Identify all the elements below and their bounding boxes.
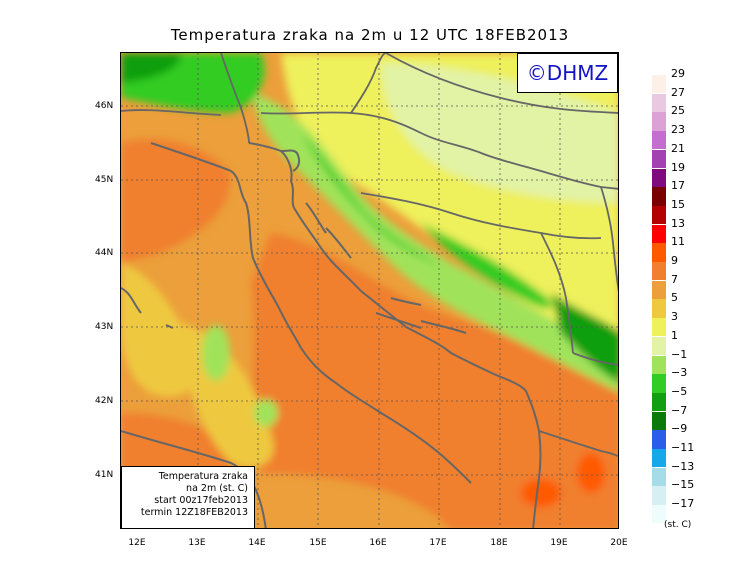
temp-zone-5-italy xyxy=(121,263,194,397)
legend-swatch xyxy=(652,392,666,412)
lat-label-46n: 46N xyxy=(95,101,114,111)
legend-unit: (st. C) xyxy=(664,520,692,530)
legend-swatch xyxy=(652,93,666,113)
legend-swatch xyxy=(652,224,666,243)
info-line-1: Temperatura zraka xyxy=(158,471,248,482)
legend-swatch xyxy=(652,243,666,262)
legend-label: 5 xyxy=(671,291,678,305)
legend-label: 11 xyxy=(671,235,685,249)
lat-label-43n: 43N xyxy=(95,322,114,332)
map-title: Temperatura zraka na 2m u 12 UTC 18FEB20… xyxy=(170,26,570,44)
legend-swatch xyxy=(652,131,666,150)
temp-zone-9-northwest xyxy=(121,139,231,263)
legend-label: 17 xyxy=(671,179,685,193)
legend-swatch xyxy=(652,112,666,131)
legend-label: 13 xyxy=(671,216,685,230)
lat-label-42n: 42N xyxy=(95,396,114,406)
legend-label: 9 xyxy=(671,254,678,267)
lat-label-41n: 41N xyxy=(95,470,114,480)
legend-label: 15 xyxy=(671,197,685,211)
legend-label: −15 xyxy=(671,478,695,492)
legend-label: −5 xyxy=(671,384,688,398)
legend-label: 23 xyxy=(671,123,685,137)
info-box: Temperatura zraka na 2m (st. C) start 00… xyxy=(121,466,255,529)
legend-label: 19 xyxy=(671,160,685,174)
legend-label: −3 xyxy=(671,366,688,380)
legend-label: 3 xyxy=(671,310,678,324)
legend-label: 21 xyxy=(671,141,685,155)
legend-swatch xyxy=(652,486,666,505)
temp-zone-minus1-apennines-south xyxy=(254,399,278,427)
lon-label-19e: 19E xyxy=(550,538,568,548)
temp-zone-minus1-dinarides xyxy=(251,93,618,392)
dhmz-badge: ©DHMZ xyxy=(517,53,618,93)
legend-label: −1 xyxy=(671,347,688,361)
lon-label-17e: 17E xyxy=(429,538,447,548)
info-line-2: na 2m (st. C) xyxy=(186,483,248,494)
lon-label-13e: 13E xyxy=(188,538,206,548)
temp-zone-minus1-apennines xyxy=(202,325,230,381)
legend-label: 29 xyxy=(671,67,685,80)
legend-swatch xyxy=(652,467,666,487)
legend-swatch xyxy=(652,318,666,337)
legend-swatch xyxy=(652,299,666,318)
temperature-field xyxy=(121,53,618,528)
legend-label: −9 xyxy=(671,422,688,436)
info-line-3: start 00z17feb2013 xyxy=(154,495,248,506)
legend-label: −11 xyxy=(671,441,695,454)
legend-swatch xyxy=(652,280,666,300)
lat-label-45n: 45N xyxy=(95,175,114,185)
legend-swatch xyxy=(652,205,666,225)
lon-label-15e: 15E xyxy=(309,538,327,548)
legend-swatch xyxy=(652,449,666,468)
coastline xyxy=(121,142,542,528)
temp-zone-9-sea xyxy=(251,233,618,528)
info-line-4: termin 12Z18FEB2013 xyxy=(140,507,248,518)
legend-label: 25 xyxy=(671,104,685,118)
legend-swatch xyxy=(652,355,666,374)
temperature-map xyxy=(120,52,619,529)
legend-swatch xyxy=(652,262,666,281)
legend-label: −7 xyxy=(671,403,688,417)
lon-label-20e: 20E xyxy=(610,538,628,548)
lat-label-44n: 44N xyxy=(95,248,114,258)
lon-label-14e: 14E xyxy=(248,538,266,548)
temp-zone-11-southeast xyxy=(577,453,605,493)
legend-label: −17 xyxy=(671,497,695,511)
temp-zone-11-albania xyxy=(521,479,561,507)
legend-label: 1 xyxy=(671,328,678,342)
lon-label-12e: 12E xyxy=(128,538,146,548)
legend-label: 27 xyxy=(671,85,685,99)
temp-zone-1-pannonia xyxy=(381,63,618,203)
legend-swatch xyxy=(652,187,666,206)
legend-swatch xyxy=(652,374,666,393)
legend-label: 7 xyxy=(671,272,678,286)
lon-label-18e: 18E xyxy=(490,538,508,548)
temp-zone-minus3-bosnia xyxy=(421,223,552,309)
legend-label: −13 xyxy=(671,459,695,473)
lon-label-16e: 16E xyxy=(369,538,387,548)
country-borders xyxy=(121,53,618,458)
legend-swatch xyxy=(652,168,666,187)
legend-swatch xyxy=(652,505,666,524)
legend-swatch xyxy=(652,336,666,356)
temp-zone-minus5-alps xyxy=(121,53,181,83)
legend-swatch xyxy=(652,411,666,430)
legend-swatch xyxy=(652,430,666,449)
legend-swatch xyxy=(652,149,666,169)
legend-swatch xyxy=(652,75,666,94)
